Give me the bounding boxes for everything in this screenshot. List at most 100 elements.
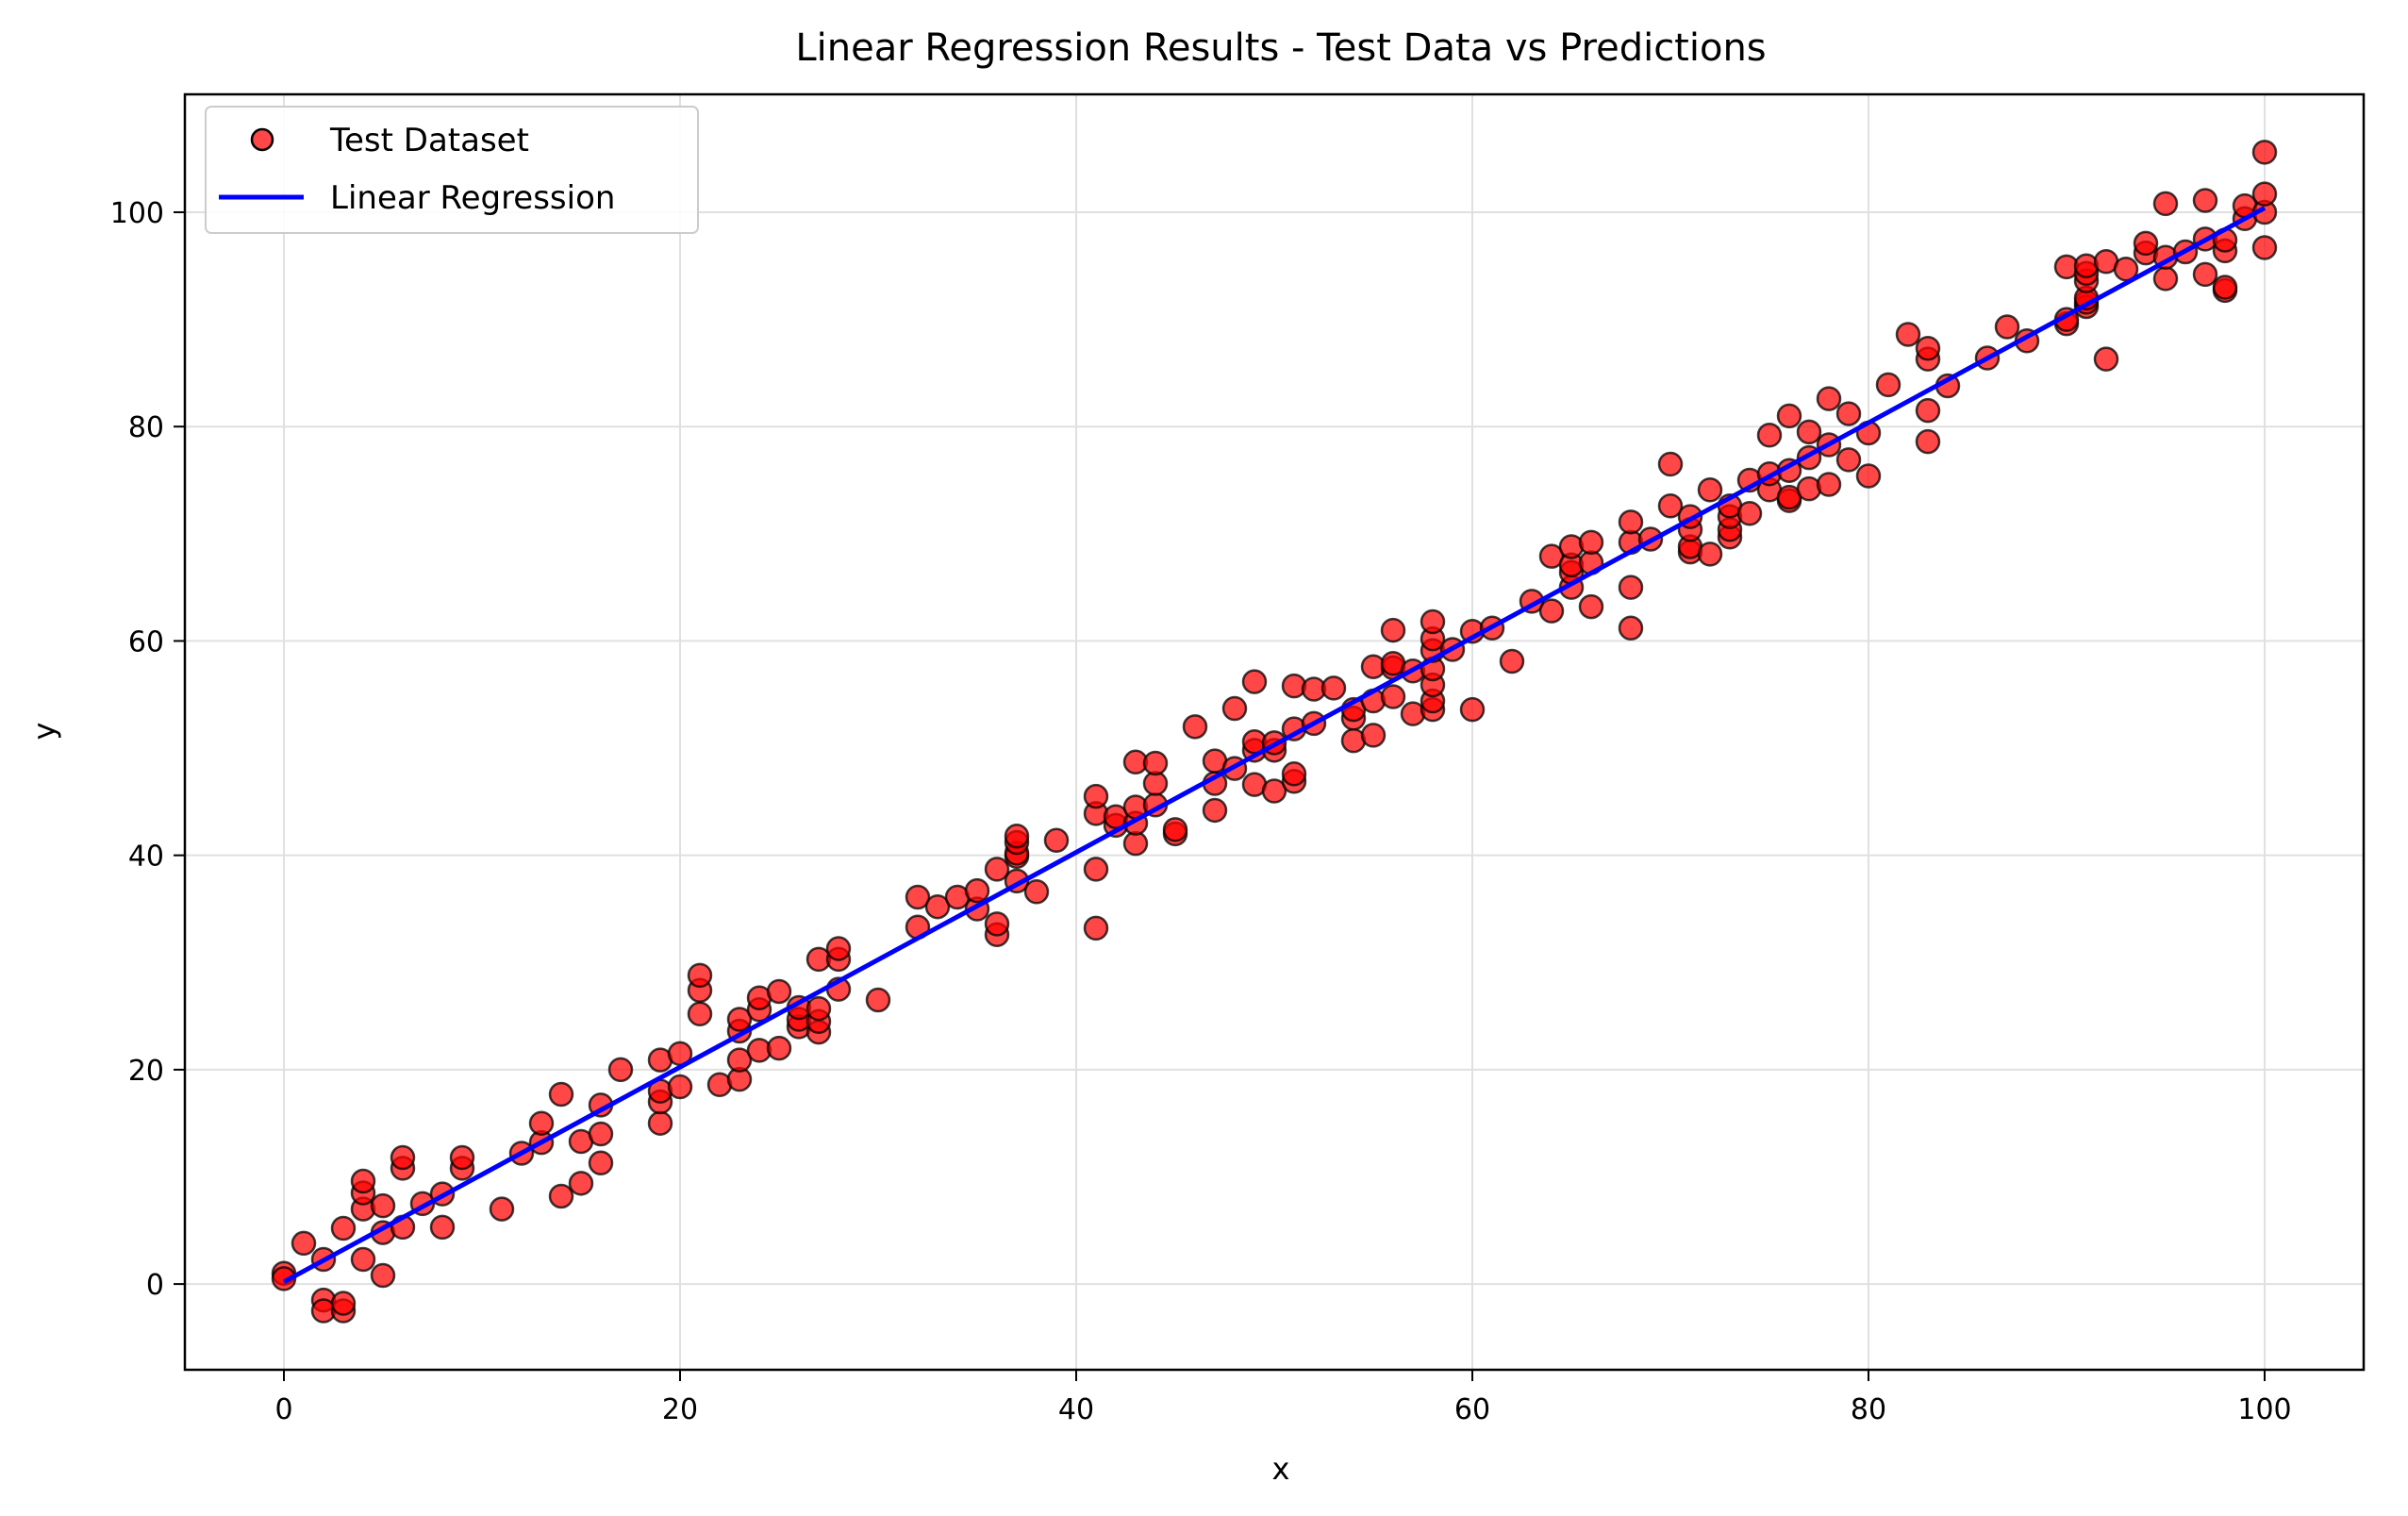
data-point: [1083, 783, 1109, 809]
data-point: [687, 1001, 713, 1027]
legend-marker-scatter: [250, 127, 274, 152]
data-point: [350, 1246, 376, 1273]
data-point: [766, 978, 792, 1005]
data-point: [607, 1057, 634, 1083]
data-point: [964, 877, 990, 904]
data-point: [1380, 684, 1406, 709]
data-point: [2251, 140, 2278, 165]
data-point: [1162, 817, 1188, 842]
data-point: [271, 1266, 297, 1291]
data-point: [1241, 669, 1268, 694]
data-point: [588, 1150, 614, 1175]
data-point: [1835, 401, 1862, 426]
data-point: [1083, 915, 1109, 941]
data-point: [1816, 472, 1842, 497]
data-point: [984, 911, 1010, 937]
legend-label-linear-regression: Linear Regression: [330, 179, 615, 217]
y-axis-ticks: 0 20 40 60 80 100: [110, 197, 185, 1302]
data-point: [726, 1007, 753, 1032]
data-point: [1578, 529, 1604, 556]
data-point: [1083, 857, 1109, 882]
data-point: [667, 1074, 693, 1100]
plot-frame: [183, 92, 2366, 1372]
x-tick-label: 40: [1058, 1393, 1094, 1426]
data-point: [1142, 750, 1169, 776]
data-point: [1182, 714, 1208, 740]
data-point: [291, 1230, 317, 1257]
data-point: [370, 1192, 396, 1219]
data-point: [1618, 575, 1644, 600]
data-point: [2251, 181, 2278, 207]
data-point: [2152, 266, 2179, 292]
data-point: [1994, 314, 2020, 340]
data-point: [2192, 261, 2218, 288]
data-point: [647, 1110, 673, 1136]
data-point: [1736, 500, 1763, 526]
data-point: [1796, 419, 1822, 445]
data-point: [1816, 386, 1842, 411]
grid: [185, 94, 2364, 1370]
data-point: [1835, 447, 1862, 473]
data-point: [1578, 593, 1604, 620]
data-point: [1380, 617, 1406, 643]
data-point: [687, 962, 713, 989]
data-point: [1895, 322, 1921, 347]
data-point: [568, 1171, 594, 1196]
data-point: [1004, 823, 1030, 849]
data-point: [1320, 675, 1347, 701]
y-tick-label: 80: [128, 411, 164, 444]
regression-line-layer: [282, 206, 2267, 1285]
data-point: [1360, 723, 1387, 748]
data-point: [805, 995, 832, 1022]
data-point: [1915, 397, 1941, 424]
data-point: [865, 987, 891, 1013]
y-tick-label: 100: [110, 197, 164, 230]
data-point: [588, 1121, 614, 1147]
data-point: [1459, 696, 1486, 723]
data-point: [924, 893, 951, 920]
data-point: [1618, 615, 1644, 641]
data-point: [1915, 428, 1941, 455]
data-point: [370, 1262, 396, 1289]
data-points: [271, 140, 2278, 1324]
data-point: [2133, 230, 2159, 257]
data-point: [1657, 451, 1684, 477]
x-tick-label: 60: [1454, 1393, 1490, 1426]
data-point: [984, 857, 1010, 882]
data-point: [1538, 598, 1565, 624]
data-point: [1043, 827, 1070, 853]
data-point: [449, 1144, 475, 1171]
x-tick-label: 20: [662, 1393, 698, 1426]
x-tick-label: 100: [2237, 1393, 2291, 1426]
chart-title: Linear Regression Results - Test Data vs…: [795, 26, 1766, 70]
data-point: [1756, 423, 1783, 448]
y-axis-label: y: [26, 723, 62, 741]
data-point: [1499, 648, 1525, 675]
y-tick-label: 60: [128, 625, 164, 658]
data-point: [1221, 695, 1248, 722]
x-tick-label: 80: [1851, 1393, 1886, 1426]
data-point: [390, 1144, 416, 1171]
data-point: [330, 1215, 357, 1241]
x-tick-label: 0: [274, 1393, 292, 1426]
data-point: [1420, 608, 1446, 635]
data-point: [1281, 761, 1307, 787]
data-point: [350, 1168, 376, 1194]
data-point: [1657, 493, 1684, 519]
y-tick-label: 20: [128, 1055, 164, 1088]
data-point: [825, 936, 852, 961]
data-point: [1915, 336, 1941, 361]
legend-label-test-dataset: Test Dataset: [329, 122, 529, 159]
data-point: [1875, 372, 1901, 398]
data-point: [548, 1081, 574, 1108]
data-point: [1023, 879, 1050, 905]
data-point: [726, 1047, 753, 1073]
data-point: [766, 1035, 792, 1061]
data-point: [1261, 778, 1287, 804]
data-point: [548, 1183, 574, 1209]
data-point: [1776, 403, 1802, 429]
regression-line: [282, 206, 2267, 1285]
x-axis-ticks: 0 20 40 60 80 100: [274, 1370, 2292, 1426]
